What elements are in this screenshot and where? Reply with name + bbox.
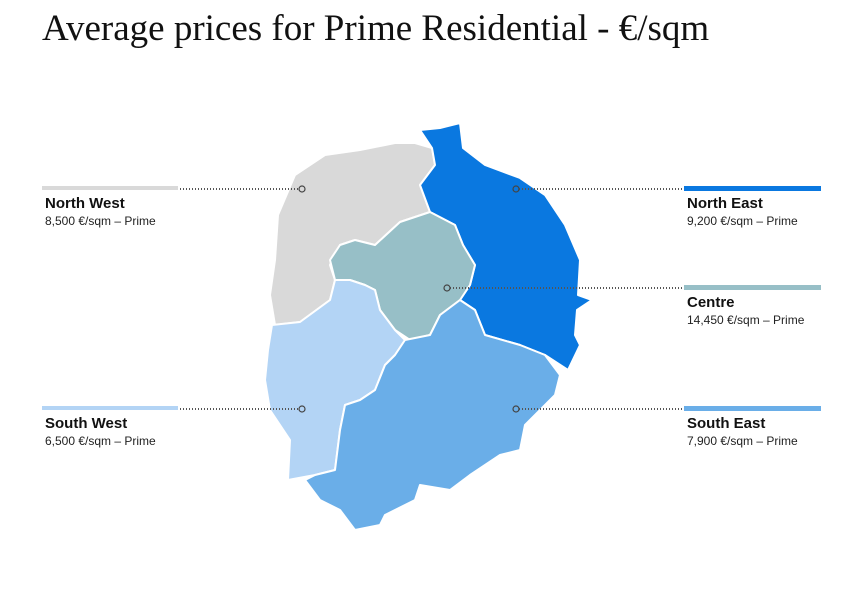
region-price: 6,500 €/sqm – Prime	[45, 434, 156, 448]
region-name: North East	[687, 195, 763, 212]
pin	[512, 405, 520, 413]
region-price: 9,200 €/sqm – Prime	[687, 214, 798, 228]
region-price: 14,450 €/sqm – Prime	[687, 313, 805, 327]
region-south-east	[304, 299, 561, 531]
title: Average prices for Prime Residential - €…	[42, 8, 709, 49]
legend-bar	[42, 186, 178, 190]
pin	[443, 284, 451, 292]
region-name: North West	[45, 195, 125, 212]
region-price: 8,500 €/sqm – Prime	[45, 214, 156, 228]
legend-bar	[684, 186, 821, 191]
legend-bar	[42, 406, 178, 410]
pin	[298, 185, 306, 193]
pin	[298, 405, 306, 413]
map	[264, 122, 593, 531]
region-price: 7,900 €/sqm – Prime	[687, 434, 798, 448]
region-name: South West	[45, 415, 127, 432]
pin	[512, 185, 520, 193]
legend-bar	[684, 285, 821, 290]
region-name: Centre	[687, 294, 735, 311]
region-name: South East	[687, 415, 765, 432]
legend-bar	[684, 406, 821, 411]
